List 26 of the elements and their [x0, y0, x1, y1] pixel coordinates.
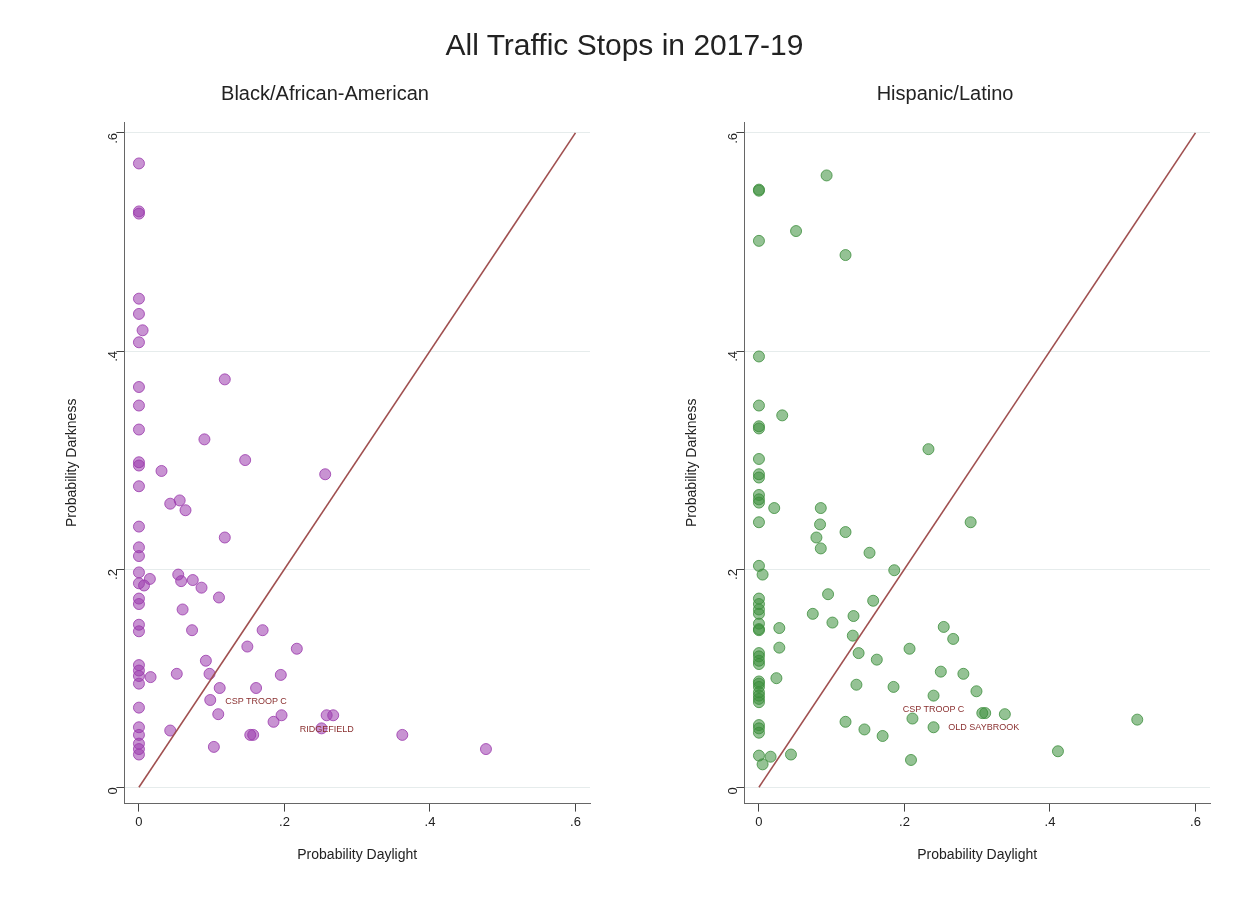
- x-tick-label: 0: [755, 813, 763, 829]
- y-tick-label: .4: [724, 351, 740, 362]
- x-tick-label: .4: [1044, 813, 1056, 829]
- y-tick-label: .6: [104, 132, 120, 144]
- x-tick-label: .4: [424, 813, 436, 829]
- y-tick-label: .4: [104, 351, 120, 362]
- y-axis-title: Probability Darkness: [683, 398, 700, 527]
- y-tick-label: .2: [724, 569, 740, 580]
- y-tick-label: .6: [724, 132, 740, 144]
- x-axis-title: Probability Daylight: [917, 846, 1038, 863]
- annotation: CSP TROOP C: [225, 696, 288, 707]
- x-tick-label: .6: [570, 813, 581, 829]
- x-tick-label: .2: [279, 813, 290, 829]
- x-axis-title: Probability Daylight: [297, 846, 418, 863]
- x-tick-label: 0: [135, 813, 143, 829]
- y-tick-label: .2: [104, 569, 120, 580]
- chart-title: Hispanic/Latino: [876, 81, 1014, 104]
- text: All Traffic Stops in 2017-19: [444, 27, 805, 63]
- annotation: OLD SAYBROOK: [948, 721, 1020, 732]
- y-tick-label: 0: [104, 787, 120, 795]
- chart-title: Black/African-American: [221, 81, 429, 104]
- annotation: CSP TROOP C: [902, 704, 965, 715]
- y-axis-title: Probability Darkness: [63, 398, 80, 527]
- y-tick-label: 0: [724, 787, 740, 795]
- x-tick-label: .6: [1190, 813, 1201, 829]
- x-tick-label: .2: [899, 813, 910, 829]
